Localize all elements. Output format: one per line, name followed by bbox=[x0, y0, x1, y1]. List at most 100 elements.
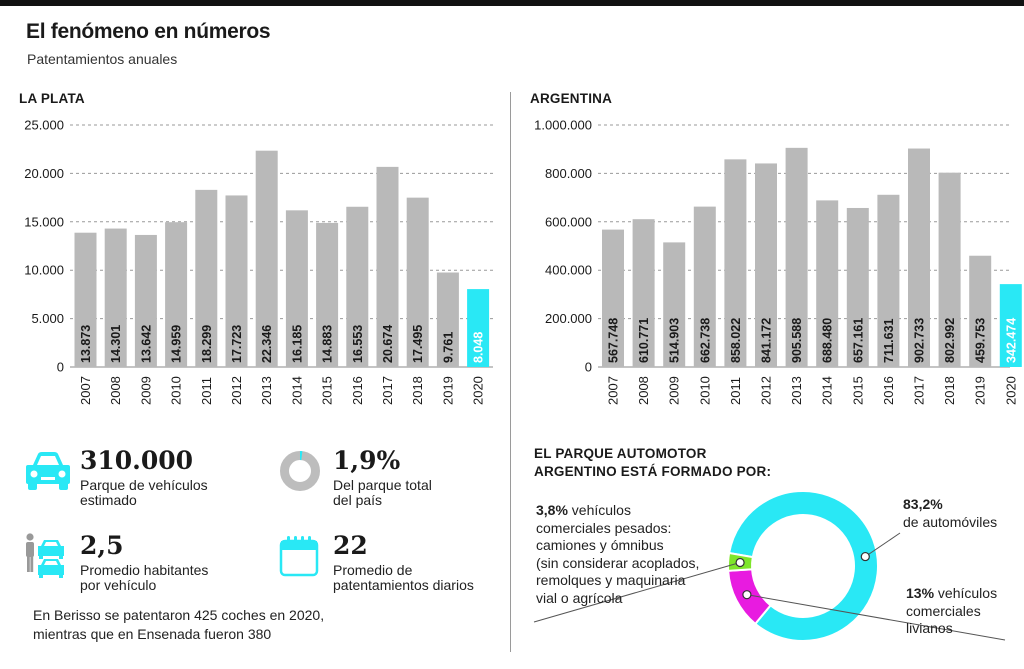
la-plata-bar-chart: 0 5.000 10.000 15.000 20.000 25.000 13.873 2007… bbox=[24, 118, 493, 405]
argentina-bar-2013 bbox=[785, 147, 808, 367]
stat-parque-icon-wrap bbox=[24, 448, 72, 497]
ring-gauge-icon bbox=[280, 451, 320, 491]
stat-porcentaje-value: 1,9% bbox=[333, 446, 401, 475]
donut-pesados-pct: 3,8% bbox=[536, 502, 568, 518]
stat-parque-value: 310.000 bbox=[80, 446, 194, 475]
la-plata-bar-2017 bbox=[376, 166, 399, 367]
la-plata-bar-2011 bbox=[195, 189, 218, 367]
la-plata-year-label-2010: 2010 bbox=[169, 376, 184, 405]
la-plata-year-label-2012: 2012 bbox=[229, 376, 244, 405]
la-plata-bar-2019 bbox=[436, 272, 459, 367]
la-plata-year-label-2008: 2008 bbox=[108, 376, 123, 405]
la-plata-value-label-2020: 8.048 bbox=[472, 332, 486, 363]
argentina-bar-2020 bbox=[999, 284, 1022, 367]
donut-marker-livianos bbox=[742, 590, 752, 600]
la-plata-ytick-label: 25.000 bbox=[24, 118, 64, 133]
argentina-bar-2012 bbox=[755, 163, 777, 367]
top-rule bbox=[0, 0, 1024, 6]
stat-parque: 310.000 Parque de vehículos estimado bbox=[80, 448, 208, 508]
argentina-value-label-2013: 905.588 bbox=[790, 318, 804, 363]
argentina-year-label-2007: 2007 bbox=[606, 376, 621, 405]
la-plata-value-label-2013: 22.346 bbox=[260, 325, 274, 363]
argentina-bar-2017 bbox=[908, 148, 930, 367]
la-plata-ytick-label: 10.000 bbox=[24, 263, 64, 278]
argentina-bar-chart: 0 200.000 400.000 600.000 800.000 1.000.000 56… bbox=[534, 118, 1022, 405]
la-plata-bar-2012 bbox=[225, 195, 248, 367]
stat-porcentaje-icon-wrap bbox=[279, 450, 323, 499]
donut-livianos-line-2: comerciales bbox=[906, 602, 981, 619]
la-plata-year-label-2014: 2014 bbox=[289, 376, 304, 405]
stat-diarios-icon-wrap bbox=[279, 534, 321, 583]
argentina-bar-2010 bbox=[693, 206, 716, 367]
la-plata-year-label-2015: 2015 bbox=[320, 376, 335, 405]
argentina-ytick-label: 1.000.000 bbox=[534, 118, 592, 133]
la-plata-ytick-label: 0 bbox=[57, 360, 64, 375]
stat-parque-desc-2: estimado bbox=[80, 492, 137, 508]
donut-pesados-pct-rest: vehículos bbox=[567, 502, 631, 518]
argentina-value-label-2007: 567.748 bbox=[607, 318, 621, 363]
la-plata-bar-2010 bbox=[165, 222, 188, 367]
donut-autos-line-1: de automóviles bbox=[903, 513, 998, 530]
la-plata-bar-2007 bbox=[74, 232, 97, 367]
note-line-2: mientras que en Ensenada fueron 380 bbox=[33, 626, 272, 642]
calendar-icon bbox=[279, 536, 319, 577]
la-plata-year-label-2020: 2020 bbox=[471, 376, 486, 405]
argentina-value-label-2016: 711.631 bbox=[882, 318, 896, 363]
stat-diarios: 22 Promedio de patentamientos diarios bbox=[333, 533, 474, 593]
argentina-value-label-2009: 514.903 bbox=[668, 318, 682, 363]
la-plata-bar-2015 bbox=[316, 222, 339, 367]
donut-label-pesados: 3,8% vehículos comerciales pesados: cami… bbox=[536, 502, 699, 607]
argentina-value-label-2018: 802.992 bbox=[943, 318, 957, 363]
la-plata-value-label-2011: 18.299 bbox=[200, 325, 214, 363]
la-plata-bar-2018 bbox=[406, 197, 429, 367]
donut-autos-pct: 83,2% bbox=[903, 496, 943, 512]
argentina-ytick-label: 800.000 bbox=[545, 166, 592, 181]
chart-title-argentina: ARGENTINA bbox=[530, 91, 613, 106]
stat-porcentaje-desc-1: Del parque total bbox=[333, 477, 432, 493]
stat-porcentaje-desc-2: del país bbox=[333, 492, 383, 508]
donut-pesados-line-3: camiones y ómnibus bbox=[536, 537, 664, 553]
berisso-ensenada-note: En Berisso se patentaron 425 coches en 2… bbox=[33, 606, 324, 644]
argentina-year-label-2013: 2013 bbox=[789, 376, 804, 405]
la-plata-value-label-2014: 16.185 bbox=[290, 325, 304, 363]
argentina-bar-2018 bbox=[938, 172, 961, 367]
argentina-year-label-2014: 2014 bbox=[820, 376, 835, 405]
argentina-value-label-2020: 342.474 bbox=[1004, 318, 1018, 363]
la-plata-value-label-2008: 14.301 bbox=[109, 325, 123, 363]
argentina-value-label-2019: 459.753 bbox=[974, 318, 988, 363]
la-plata-value-label-2009: 13.642 bbox=[139, 325, 153, 363]
donut-slice-autos bbox=[727, 490, 879, 642]
argentina-year-label-2015: 2015 bbox=[850, 376, 865, 405]
argentina-year-label-2010: 2010 bbox=[697, 376, 712, 405]
la-plata-bar-2020 bbox=[467, 289, 490, 367]
donut-livianos-line-3: livianos bbox=[906, 620, 953, 636]
donut-label-livianos: 13% vehículos comerciales livianos bbox=[906, 585, 997, 638]
la-plata-ytick-label: 5.000 bbox=[31, 311, 64, 326]
la-plata-value-label-2016: 16.553 bbox=[351, 325, 365, 363]
argentina-value-label-2015: 657.161 bbox=[851, 318, 865, 363]
donut-marker-autos bbox=[860, 551, 870, 562]
argentina-year-label-2012: 2012 bbox=[759, 376, 774, 405]
argentina-ytick-label: 600.000 bbox=[545, 214, 592, 229]
stat-parque-desc-1: Parque de vehículos bbox=[80, 477, 208, 493]
argentina-bar-2014 bbox=[816, 200, 839, 367]
stat-diarios-desc-2: patentamientos diarios bbox=[333, 577, 474, 593]
stat-diarios-desc-1: Promedio de bbox=[333, 562, 413, 578]
la-plata-value-label-2017: 20.674 bbox=[381, 325, 395, 363]
argentina-year-label-2008: 2008 bbox=[636, 376, 651, 405]
chart-title-la-plata: LA PLATA bbox=[19, 91, 85, 106]
la-plata-bar-2014 bbox=[285, 210, 308, 367]
argentina-year-label-2017: 2017 bbox=[912, 376, 927, 405]
donut-heading-line-2: ARGENTINO ESTÁ FORMADO POR: bbox=[534, 464, 772, 479]
stat-habitantes-desc-1: Promedio habitantes bbox=[80, 562, 209, 578]
argentina-bar-2019 bbox=[969, 255, 992, 367]
donut-heading: EL PARQUE AUTOMOTOR ARGENTINO ESTÁ FORMA… bbox=[534, 445, 771, 481]
stat-habitantes-value: 2,5 bbox=[80, 531, 124, 560]
argentina-year-label-2009: 2009 bbox=[667, 376, 682, 405]
la-plata-bar-2008 bbox=[104, 228, 127, 367]
la-plata-year-label-2018: 2018 bbox=[410, 376, 425, 405]
la-plata-value-label-2007: 13.873 bbox=[79, 325, 93, 363]
argentina-value-label-2012: 841.172 bbox=[760, 318, 774, 363]
stat-diarios-value: 22 bbox=[333, 531, 368, 560]
donut-heading-line-1: EL PARQUE AUTOMOTOR bbox=[534, 446, 707, 461]
